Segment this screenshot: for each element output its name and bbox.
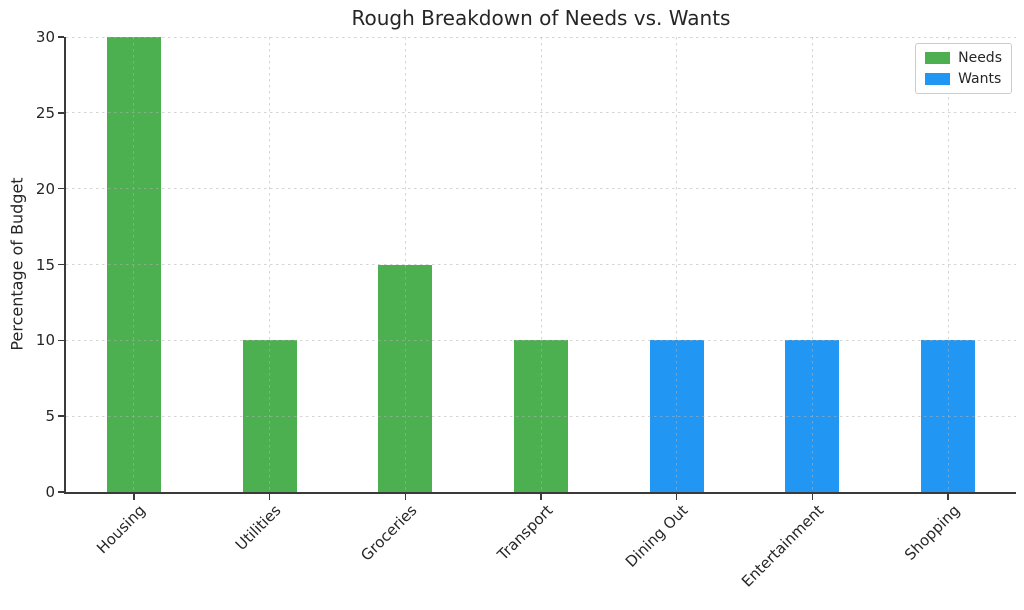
x-tick-0 [133, 494, 135, 500]
y-tick-label-15: 15 [35, 255, 55, 274]
x-tick-1 [268, 494, 271, 500]
gridline-v-3 [540, 37, 542, 492]
gridline-v-1 [269, 37, 271, 492]
gridline-v-6 [947, 37, 949, 492]
legend-swatch-wants [925, 73, 951, 85]
x-tick-label-transport: Transport [493, 501, 557, 564]
y-tick-label-30: 30 [35, 28, 55, 46]
x-tick-label-utilities: Utilities [231, 501, 285, 554]
chart-title: Rough Breakdown of Needs vs. Wants [351, 6, 731, 30]
y-tick-label-25: 25 [35, 103, 55, 122]
x-tick-6 [947, 494, 949, 500]
x-axis-spine [64, 492, 1016, 494]
legend-label-wants: Wants [958, 71, 1002, 87]
legend-entry-wants: Wants [925, 71, 1002, 87]
y-tick-label-20: 20 [35, 179, 55, 198]
y-axis-spine [64, 37, 66, 494]
y-tick-10 [58, 339, 64, 342]
x-tick-4 [675, 494, 678, 500]
gridline-v-5 [811, 37, 813, 492]
legend: Needs Wants [915, 43, 1012, 94]
x-tick-5 [811, 494, 814, 500]
gridline-v-2 [404, 37, 406, 492]
y-tick-25 [58, 112, 64, 114]
x-tick-label-shopping: Shopping [900, 501, 964, 564]
x-tick-label-housing: Housing [93, 501, 149, 558]
legend-entry-needs: Needs [925, 50, 1002, 66]
gridline-v-0 [133, 37, 135, 492]
y-tick-label-5: 5 [45, 407, 55, 426]
x-tick-label-entertainment: Entertainment [738, 501, 828, 591]
y-tick-5 [58, 415, 64, 417]
gridline-v-4 [676, 37, 678, 492]
x-tick-2 [404, 494, 407, 500]
x-tick-label-dining-out: Dining Out [622, 501, 692, 571]
x-tick-3 [540, 494, 542, 500]
y-tick-label-0: 0 [45, 483, 55, 501]
x-tick-label-groceries: Groceries [357, 501, 421, 565]
y-tick-0 [58, 491, 64, 493]
legend-label-needs: Needs [958, 50, 1002, 66]
y-tick-label-10: 10 [35, 331, 55, 350]
legend-swatch-needs [925, 52, 951, 64]
y-tick-15 [58, 263, 64, 266]
y-tick-20 [58, 187, 64, 190]
y-tick-30 [58, 36, 64, 38]
